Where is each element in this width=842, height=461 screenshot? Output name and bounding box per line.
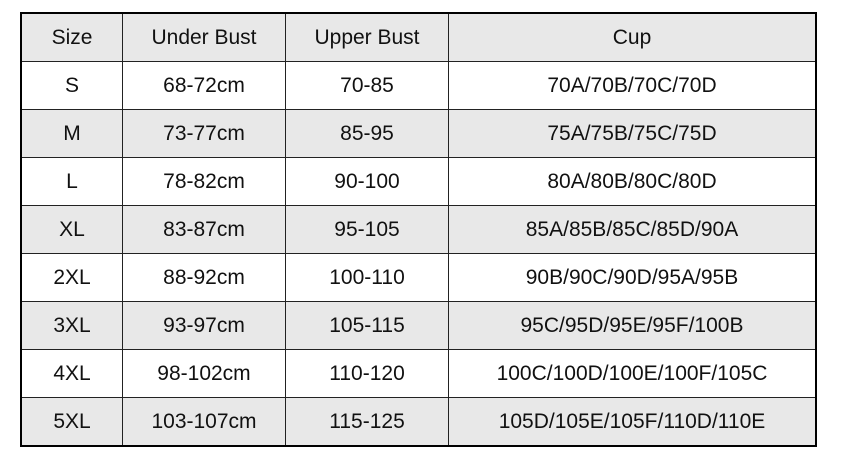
- under-bust-cell: 103-107cm: [122, 397, 286, 447]
- cup-cell: 70A/70B/70C/70D: [448, 61, 817, 110]
- under-bust-cell: 98-102cm: [122, 349, 286, 398]
- under-bust-cell: 68-72cm: [122, 61, 286, 110]
- header-cup: Cup: [448, 12, 817, 62]
- upper-bust-cell: 95-105: [285, 205, 449, 254]
- header-size: Size: [20, 12, 123, 62]
- upper-bust-cell: 90-100: [285, 157, 449, 206]
- table-row: XL 83-87cm 95-105 85A/85B/85C/85D/90A: [20, 205, 817, 254]
- cup-cell: 105D/105E/105F/110D/110E: [448, 397, 817, 447]
- under-bust-cell: 78-82cm: [122, 157, 286, 206]
- header-upper-bust: Upper Bust: [285, 12, 449, 62]
- size-cell: 2XL: [20, 253, 123, 302]
- size-cell: M: [20, 109, 123, 158]
- cup-cell: 90B/90C/90D/95A/95B: [448, 253, 817, 302]
- cup-cell: 75A/75B/75C/75D: [448, 109, 817, 158]
- cup-cell: 85A/85B/85C/85D/90A: [448, 205, 817, 254]
- under-bust-cell: 73-77cm: [122, 109, 286, 158]
- cup-cell: 95C/95D/95E/95F/100B: [448, 301, 817, 350]
- size-cell: XL: [20, 205, 123, 254]
- size-cell: 4XL: [20, 349, 123, 398]
- table-row: 5XL 103-107cm 115-125 105D/105E/105F/110D/1…: [20, 397, 817, 447]
- upper-bust-cell: 85-95: [285, 109, 449, 158]
- upper-bust-cell: 100-110: [285, 253, 449, 302]
- table-row: 3XL 93-97cm 105-115 95C/95D/95E/95F/100B: [20, 301, 817, 350]
- size-cell: 3XL: [20, 301, 123, 350]
- cup-cell: 80A/80B/80C/80D: [448, 157, 817, 206]
- under-bust-cell: 93-97cm: [122, 301, 286, 350]
- upper-bust-cell: 110-120: [285, 349, 449, 398]
- under-bust-cell: 88-92cm: [122, 253, 286, 302]
- size-cell: 5XL: [20, 397, 123, 447]
- upper-bust-cell: 115-125: [285, 397, 449, 447]
- size-cell: S: [20, 61, 123, 110]
- table-row: 2XL 88-92cm 100-110 90B/90C/90D/95A/95B: [20, 253, 817, 302]
- cup-cell: 100C/100D/100E/100F/105C: [448, 349, 817, 398]
- size-cell: L: [20, 157, 123, 206]
- under-bust-cell: 83-87cm: [122, 205, 286, 254]
- table-row: S 68-72cm 70-85 70A/70B/70C/70D: [20, 61, 817, 110]
- header-under-bust: Under Bust: [122, 12, 286, 62]
- table-row: M 73-77cm 85-95 75A/75B/75C/75D: [20, 109, 817, 158]
- size-chart-table: Size Under Bust Upper Bust Cup S 68-72cm 7…: [20, 12, 817, 447]
- header-row: Size Under Bust Upper Bust Cup: [20, 12, 817, 62]
- table-row: 4XL 98-102cm 110-120 100C/100D/100E/100F/10…: [20, 349, 817, 398]
- table-row: L 78-82cm 90-100 80A/80B/80C/80D: [20, 157, 817, 206]
- upper-bust-cell: 70-85: [285, 61, 449, 110]
- upper-bust-cell: 105-115: [285, 301, 449, 350]
